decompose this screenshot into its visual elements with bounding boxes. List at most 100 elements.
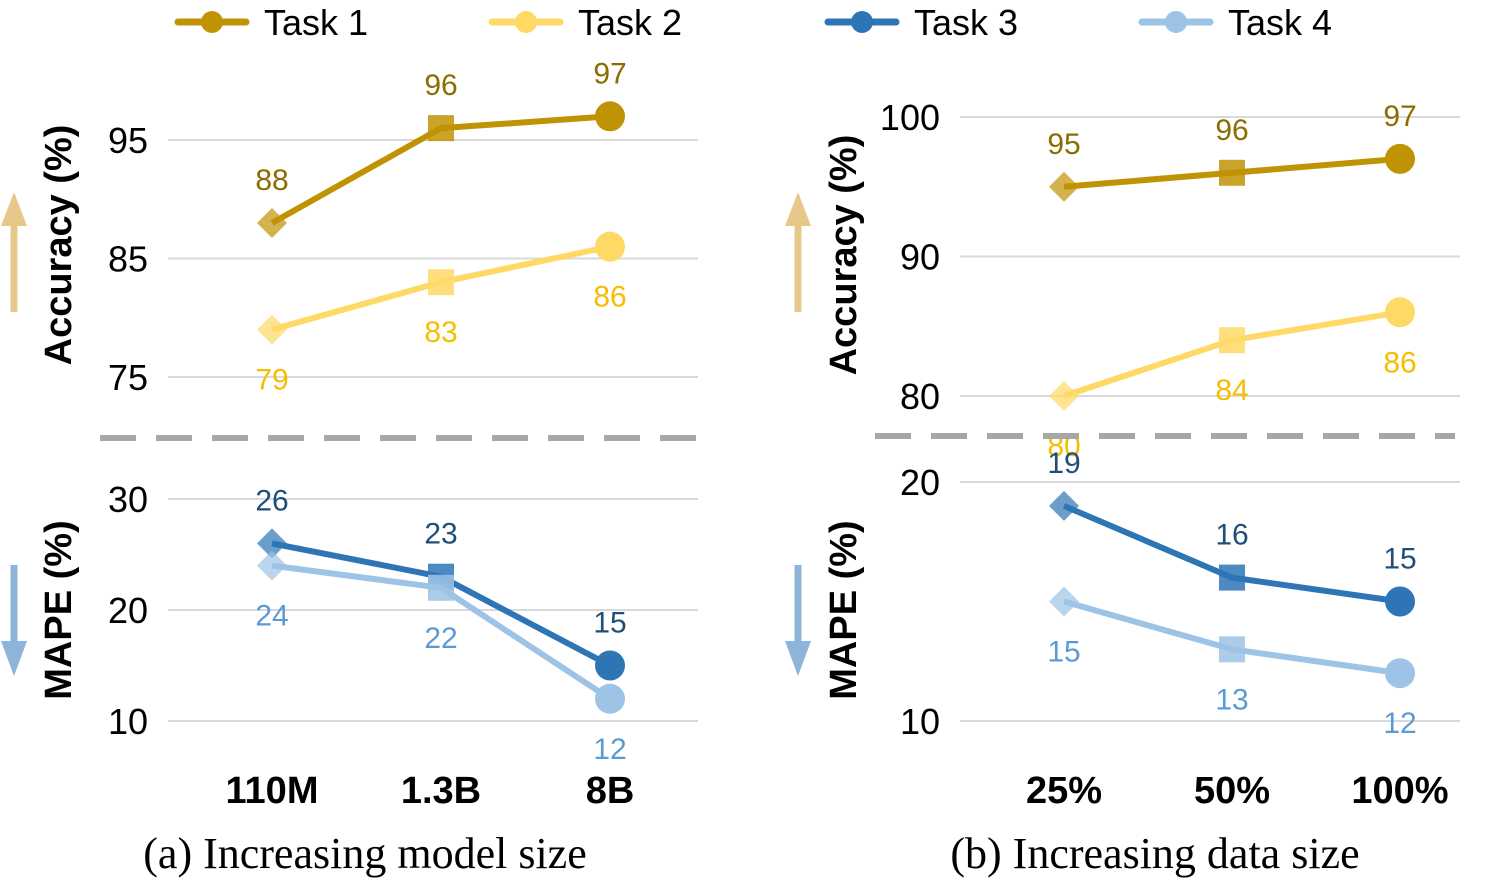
data-label: 12 (593, 733, 626, 766)
series-task-3: 19 16 15 (1047, 447, 1417, 617)
point-marker-circle (1385, 143, 1415, 174)
legend-marker (1165, 11, 1187, 33)
data-label: 83 (424, 316, 457, 349)
point-marker-square (428, 115, 454, 142)
arrow-up-icon (785, 192, 811, 226)
point-marker-circle (595, 101, 625, 132)
y-tick-label: 20 (108, 590, 148, 631)
data-label: 86 (593, 281, 626, 314)
series-task-2: 79 83 86 (255, 231, 627, 397)
legend-item-1: Task 1 (174, 2, 368, 43)
y-tick-label: 75 (108, 357, 148, 398)
y-tick-label: 100 (880, 97, 940, 138)
series-task-3: 26 23 15 (255, 484, 627, 681)
y-tick-label: 85 (108, 239, 148, 280)
legend-label: Task 3 (914, 2, 1018, 43)
y-tick-label: 10 (108, 701, 148, 742)
legend-marker (201, 11, 223, 33)
x-tick-label: 110M (226, 770, 319, 812)
y-axis-label: MAPE (%) (823, 520, 865, 699)
point-marker-diamond (1049, 490, 1079, 521)
arrow-up-icon (1, 192, 27, 226)
data-label: 95 (1047, 128, 1080, 161)
point-marker-diamond (1049, 586, 1079, 617)
x-tick-label: 100% (1351, 770, 1448, 812)
data-label: 15 (1047, 636, 1080, 669)
y-axis-label: Accuracy (%) (38, 125, 80, 366)
point-marker-diamond (1049, 171, 1079, 202)
data-label: 13 (1215, 683, 1248, 716)
point-marker-square (428, 269, 454, 296)
series-task-4: 24 22 12 (255, 550, 627, 766)
point-marker-square (428, 574, 454, 601)
panel-a: 75 85 95 Accuracy (%) 88 96 97 79 83 86 10 20 30 MAPE… (1, 57, 700, 878)
point-marker-circle (595, 231, 625, 262)
data-label: 96 (424, 69, 457, 102)
series-task-1: 88 96 97 (255, 57, 627, 238)
data-label: 19 (1047, 447, 1080, 480)
point-marker-circle (1385, 658, 1415, 689)
data-label: 23 (424, 518, 457, 551)
point-marker-circle (1385, 297, 1415, 328)
point-marker-square (1219, 636, 1245, 663)
x-tick-label: 1.3B (401, 770, 481, 812)
point-marker-diamond (257, 550, 287, 581)
series-task-4: 15 13 12 (1047, 586, 1417, 740)
data-label: 79 (255, 364, 288, 397)
data-label: 24 (255, 600, 288, 633)
legend-marker (851, 11, 873, 33)
subplot-top: 75 85 95 Accuracy (%) 88 96 97 79 83 86 (1, 57, 698, 398)
point-marker-circle (1385, 586, 1415, 617)
x-tick-label: 8B (586, 770, 635, 812)
data-label: 84 (1215, 374, 1248, 407)
data-label: 12 (1383, 707, 1416, 740)
subplot-bottom: 10 20 MAPE (%) 19 16 15 15 13 12 (785, 447, 1460, 742)
point-marker-square (1219, 159, 1245, 186)
subplot-bottom: 10 20 30 MAPE (%) 26 23 15 24 22 12 (1, 479, 698, 766)
point-marker-square (1219, 327, 1245, 354)
point-marker-diamond (1049, 381, 1079, 411)
legend-marker (515, 11, 537, 33)
panel-caption: (a) Increasing model size (143, 829, 586, 878)
data-label: 15 (1383, 543, 1416, 576)
legend-item-4: Task 4 (1138, 2, 1332, 43)
legend-item-3: Task 3 (824, 2, 1018, 43)
point-marker-square (1219, 564, 1245, 591)
point-marker-circle (595, 683, 625, 714)
data-label: 96 (1215, 114, 1248, 147)
y-tick-label: 80 (900, 376, 940, 417)
data-label: 16 (1215, 519, 1248, 552)
point-marker-diamond (257, 528, 287, 559)
y-axis-label: Accuracy (%) (823, 135, 865, 376)
data-label: 97 (593, 57, 626, 90)
data-label: 88 (255, 164, 288, 197)
x-tick-label: 25% (1026, 770, 1102, 812)
data-label: 15 (593, 607, 626, 640)
y-tick-label: 90 (900, 237, 940, 278)
arrow-down-icon (785, 641, 811, 676)
legend-item-2: Task 2 (488, 2, 682, 43)
legend-label: Task 4 (1228, 2, 1332, 43)
panel-caption: (b) Increasing data size (950, 829, 1359, 878)
y-tick-label: 95 (108, 120, 148, 161)
legend-label: Task 2 (578, 2, 682, 43)
legend-label: Task 1 (264, 2, 368, 43)
y-tick-label: 10 (900, 701, 940, 742)
legend: Task 1 Task 2 Task 3 Task 4 (174, 2, 1332, 43)
y-tick-label: 30 (108, 479, 148, 520)
y-axis-label: MAPE (%) (38, 520, 80, 699)
point-marker-diamond (257, 314, 287, 345)
data-label: 26 (255, 484, 288, 517)
data-label: 97 (1383, 100, 1416, 133)
series-task-1: 95 96 97 (1047, 100, 1417, 202)
y-tick-label: 20 (900, 462, 940, 503)
x-tick-label: 50% (1194, 770, 1270, 812)
data-label: 22 (424, 622, 457, 655)
data-label: 86 (1383, 346, 1416, 379)
point-marker-diamond (257, 207, 287, 238)
